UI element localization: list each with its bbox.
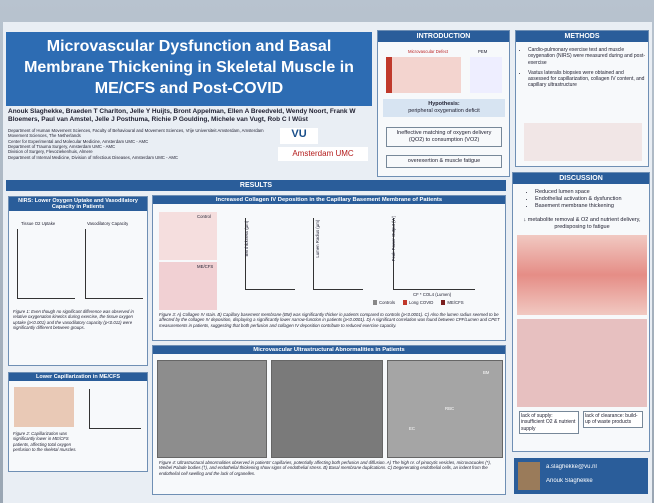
collagen-image [159,262,217,310]
lumen-plot [313,218,363,290]
balance-illustration [517,319,647,407]
nirs-panel: NIRS: Lower Oxygen Uptake and Vasodilato… [8,196,148,366]
bm-plot [245,218,295,290]
em-label: EC [409,426,415,431]
hypothesis-label: Hypothesis: [428,101,460,107]
axis-label: CF * COL4 (Lumen) [413,292,452,297]
axis-label: BM thickness (µm) [244,220,250,257]
collagen-panel: Increased Collagen IV Deposition in the … [152,195,506,341]
collagen-heading: Increased Collagen IV Deposition in the … [153,196,505,204]
discussion-heading: DISCUSSION [513,173,649,184]
image-label: ME/CFS [197,264,214,269]
affiliation: Center for Experimental and Molecular Me… [8,138,149,144]
supply: lack of supply: insufficient O2 & nutrie… [519,411,579,434]
authors: Anouk Slaghekke, Braeden T Charlton, Jel… [8,108,356,123]
panel-label: Vasodilatory Capacity [87,221,129,226]
clearance: lack of clearance: build-up of waste pro… [583,411,643,428]
discussion-bullet: Endothelial activation & dysfunction [535,196,647,203]
intro-label: PEM [478,49,488,54]
hypothesis-line: peripheral oxygenation deficit [408,107,480,114]
em-label: BM [483,370,490,375]
intro-heading: INTRODUCTION [378,31,509,42]
logo-vu: VU [280,128,318,144]
legend-entry: Controls [373,300,396,305]
correlation-plot [393,218,475,290]
image-label: Control [197,214,211,219]
consequence: ↓ metabolite removal & O2 and nutrient d… [523,217,641,230]
vessel-illustration [517,235,647,315]
affiliation: Department of Trauma Surgery, Amsterdam … [8,144,116,150]
intro-panel: INTRODUCTION Microvascular Defect PEM Hy… [377,30,510,177]
nirs-caption: Figure 1: Even though no significant dif… [13,309,134,331]
legend-entry: Long COVID [403,300,434,305]
results-heading: RESULTS [6,180,506,191]
em-image [157,360,267,458]
axis-label: Peak Power Output (W) [391,215,397,262]
panel-label: Tissue O2 Uptake [21,221,56,226]
intro-runner [470,57,502,93]
discussion-bullet: Reduced lumen space [535,189,647,196]
legend-entry: ME/CFS [441,300,464,305]
em-image [271,360,383,458]
intro-label: Microvascular Defect [408,49,449,54]
methods-bullet: Vastus lateralis biopsies were obtained … [528,70,646,89]
methods-heading: METHODS [516,31,648,42]
hypothesis-line: overexertion & muscle fatigue [386,155,502,168]
methods-panel: METHODS Cardio-pulmonary exercise test a… [515,30,649,167]
nirs-plot [17,229,75,299]
logo-umc: Amsterdam UMC [278,147,368,161]
nirs-plot [85,229,143,299]
methods-illustration [524,123,642,161]
email: a.slaghekke@vu.nl [546,464,597,470]
capillarization-panel: Lower Capillarization in ME/CFS Figure 2… [8,372,148,472]
nirs-heading: NIRS: Lower Oxygen Uptake and Vasodilato… [9,197,147,211]
cap-caption: Figure 2: Capillarization was significan… [13,431,77,453]
intro-illustration [386,57,461,93]
axis-label: Lumen Radius (µm) [315,219,321,258]
affiliation: Department of Internal Medicine, Divisio… [8,154,179,160]
methods-bullet: Cardio-pulmonary exercise test and muscl… [528,47,646,66]
collagen-caption: Figure 3: A) Collagen IV stain. B) Capil… [159,312,500,328]
legend: Controls Long COVID ME/CFS [373,300,503,305]
cap-heading: Lower Capillarization in ME/CFS [9,373,147,381]
contact: a.slaghekke@vu.nl Anouk Slaghekke [514,458,648,494]
discussion-bullet: Basement membrane thickening [535,203,647,210]
collagen-image [159,212,217,260]
discussion-panel: DISCUSSION Reduced lumen spaceEndothelia… [512,172,650,452]
portrait [518,462,540,490]
ultra-panel: Microvascular Ultrastructural Abnormalit… [152,345,506,495]
affiliation: Department of Human Movement Sciences, F… [8,128,264,139]
cap-image [14,387,74,427]
contact-name: Anouk Slaghekke [546,478,593,484]
hypothesis-line: Ineffective matching of oxygen delivery … [386,127,502,147]
title: Microvascular Dysfunction and Basal Memb… [24,38,354,97]
title-box: Microvascular Dysfunction and Basal Memb… [6,32,372,106]
affiliation: Division of Surgery, Flevoziekenhuis, Al… [8,149,93,155]
ultra-heading: Microvascular Ultrastructural Abnormalit… [153,346,505,354]
cap-plot [89,389,141,429]
em-label: RBC [445,406,455,411]
ultra-caption: Figure 4: Ultrastructural abnormalities … [159,460,491,476]
em-image [387,360,503,458]
affiliations: Department of Human Movement Sciences, F… [8,128,273,160]
